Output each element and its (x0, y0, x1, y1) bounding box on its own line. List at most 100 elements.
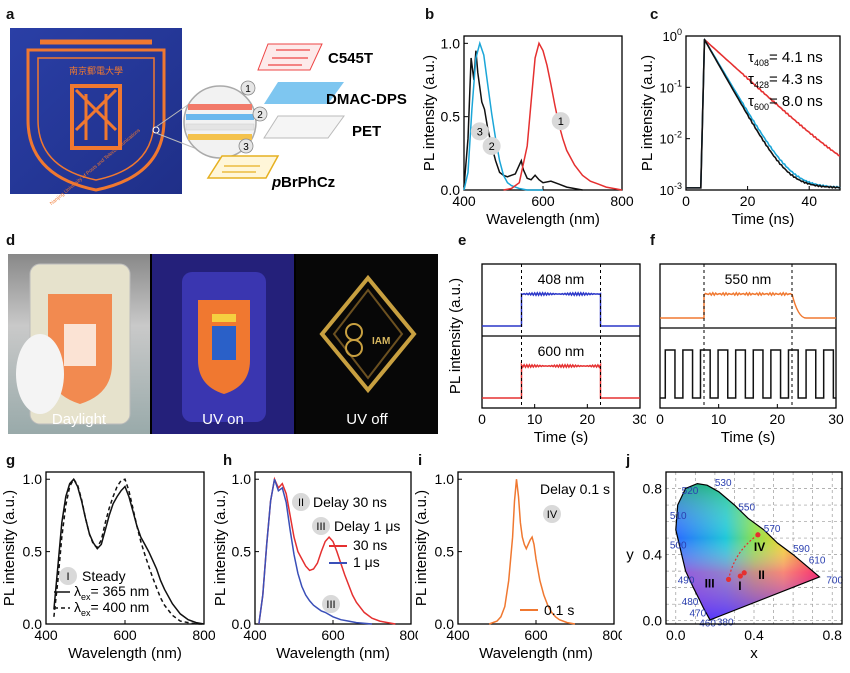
state-marker-II (292, 493, 310, 511)
x-tick-label: 20 (580, 411, 596, 427)
svg-text:南京郵電大學: 南京郵電大學 (69, 65, 123, 76)
plot-frame (665, 471, 843, 625)
y-tick-label: 10-3 (660, 181, 682, 198)
svg-text:BrPhCz: BrPhCz (281, 174, 335, 191)
panel-label-h: h (223, 452, 233, 469)
y-tick-label: 1.0 (232, 471, 252, 487)
series-marker-3 (470, 122, 489, 141)
y-tick-label: 10-2 (660, 130, 682, 147)
delay-label: Delay 0.1 s (540, 481, 610, 497)
x-tick-label: 800 (192, 627, 215, 643)
switching-trace (482, 291, 640, 327)
steady-label: Steady (82, 568, 126, 584)
plot-frame (463, 35, 623, 191)
chart-h-delayed-spectra: 400 600 800 Wavelength (nm) 0.0 0.5 1.0PL inte… (213, 471, 418, 662)
caption-daylight: Daylight (51, 411, 107, 428)
switching-trace (660, 291, 836, 319)
wavelength-tick-label: 530 (715, 478, 732, 489)
panel-label-f: f (650, 232, 655, 249)
state-marker-III-low-label: III (326, 599, 335, 611)
cie-point (741, 570, 747, 576)
chart-g-steady-spectra: 400 600 800 Wavelength (nm) 0.0 0.5 1.0 PL inte… (1, 471, 215, 662)
wavelength-tick-label: 490 (678, 575, 695, 586)
state-marker-IV-label: IV (547, 509, 558, 521)
wavelength-tick-label: 520 (682, 486, 699, 497)
spectrum-line (53, 477, 204, 625)
pulse-trace (660, 349, 836, 399)
x-tick-label: 30 (828, 411, 844, 427)
panel-label-i: i (418, 452, 423, 469)
x-axis-label: Time (ns) (732, 211, 795, 228)
state-marker-III-low (322, 595, 340, 613)
photo-uv-on: UV on (152, 254, 294, 434)
x-tick-label: 800 (399, 627, 418, 643)
lifetime-annotation: τ600= 8.0 ns (748, 93, 823, 112)
wavelength-tick-label: 380 (717, 618, 734, 629)
y-tick-label: 0.0 (232, 616, 252, 632)
series-marker-2 (482, 137, 501, 155)
chart-j-cie-diagram: 3804604704804905005105205305505705906107… (626, 471, 843, 662)
x-tick-label: 600 (113, 627, 137, 643)
panel-label-a: a (6, 6, 15, 23)
svg-text:DMAC-DPS: DMAC-DPS (326, 91, 407, 108)
wavelength-label: 600 nm (538, 343, 585, 359)
state-marker-III (312, 517, 330, 535)
cie-locus (675, 482, 821, 621)
x-tick-label: 400 (446, 627, 470, 643)
y-tick-label: 0.5 (435, 544, 455, 560)
y-axis-label: PL intensity (a.u.) (422, 55, 438, 171)
device-structure-diagram: 南京郵電大學 Nanjing University of Posts and T… (10, 28, 407, 207)
y-tick-label: 1.0 (23, 471, 43, 487)
svg-text:p: p (271, 174, 281, 191)
x-tick-label: 20 (770, 411, 786, 427)
state-marker-IV (543, 505, 561, 523)
spectrum-line (488, 479, 576, 625)
cie-point-label: III (705, 576, 715, 590)
y-tick-label: 0.5 (232, 544, 252, 560)
x-tick-label: 0.4 (744, 627, 764, 643)
y-axis-label: PL intensity (a.u.) (213, 490, 229, 606)
layer-pet: PET (263, 115, 381, 140)
legend-label: λex= 400 nm (74, 599, 149, 618)
wavelength-tick-label: 480 (682, 597, 699, 608)
chart-e-switching: 0 10 20 30 Time (s) PL intensity (a.u.) 408 nm… (447, 263, 646, 446)
y-tick-label: 0.8 (643, 481, 663, 497)
x-tick-label: 20 (740, 193, 756, 209)
wavelength-tick-label: 610 (809, 556, 826, 567)
spectrum-line (258, 478, 373, 625)
y-axis-label: y (626, 547, 634, 564)
wavelength-tick-label: 700 (826, 575, 843, 586)
x-tick-label: 400 (243, 627, 267, 643)
lifetime-annotation: τ428= 4.3 ns (748, 71, 823, 90)
wavelength-tick-label: 590 (793, 544, 810, 555)
wavelength-tick-label: 570 (764, 524, 781, 535)
x-axis-label: Wavelength (nm) (276, 645, 390, 662)
wavelength-label: 408 nm (538, 271, 585, 287)
panel-d: Daylight UV on IAM UV off (8, 254, 438, 434)
switching-trace (482, 361, 640, 399)
x-axis-label: x (750, 645, 758, 662)
y-axis-label: PL intensity (a.u.) (413, 490, 430, 606)
panel-label-e: e (458, 232, 467, 249)
series-marker-3-label: 3 (477, 126, 483, 138)
decay-curve (686, 38, 841, 189)
caption-uv-off: UV off (346, 411, 388, 428)
x-tick-label: 30 (632, 411, 646, 427)
y-axis-label: PL intensity (a.u.) (640, 55, 656, 171)
y-tick-label: 100 (663, 27, 682, 44)
x-tick-label: 40 (801, 193, 817, 209)
state-marker-I-label: I (66, 571, 69, 583)
x-tick-label: 800 (610, 193, 634, 209)
x-tick-label: 400 (34, 627, 58, 643)
x-tick-label: 10 (711, 411, 727, 427)
x-tick-label: 0.0 (666, 627, 686, 643)
x-axis-label: Wavelength (nm) (486, 211, 600, 228)
wavelength-tick-label: 470 (689, 608, 706, 619)
photo-daylight: Daylight (8, 254, 150, 434)
x-tick-label: 0 (656, 411, 664, 427)
series-line-3 (463, 50, 583, 191)
y-tick-label: 1.0 (435, 471, 455, 487)
x-tick-label: 800 (602, 627, 622, 643)
layer-pbrphcz: p BrPhCz (206, 155, 335, 191)
cie-point-label: I (738, 579, 741, 593)
